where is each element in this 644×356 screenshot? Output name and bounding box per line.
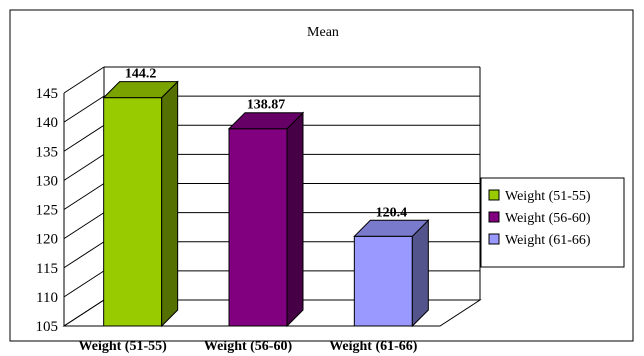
chart-title: Mean xyxy=(307,25,339,40)
bar-1 xyxy=(102,80,179,328)
bar-top xyxy=(102,81,179,99)
bar-side xyxy=(161,80,179,328)
data-label: 144.2 xyxy=(125,67,157,82)
bar-2 xyxy=(227,111,305,328)
y-tick-label: 145 xyxy=(36,86,59,102)
x-category-label: Weight (61-66) xyxy=(329,339,418,354)
gridline-side xyxy=(63,124,105,152)
data-label: 138.87 xyxy=(247,98,286,113)
legend-swatch xyxy=(488,211,500,223)
y-tick-label: 110 xyxy=(36,290,58,306)
legend-label: Weight (61-66) xyxy=(505,233,591,248)
legend-label: Weight (51-55) xyxy=(505,189,591,204)
bar-top xyxy=(353,219,430,237)
gridline-side xyxy=(63,183,105,210)
data-label: 120.4 xyxy=(376,205,408,220)
gridline-side xyxy=(63,212,105,240)
legend-box xyxy=(480,177,625,268)
floor xyxy=(62,299,482,327)
gridline-side xyxy=(63,95,105,123)
y-tick-label: 115 xyxy=(36,261,58,277)
bar-side xyxy=(411,219,429,328)
y-tick-label: 105 xyxy=(36,319,59,335)
y-tick-label: 120 xyxy=(36,232,59,248)
y-tick-label: 140 xyxy=(36,115,59,131)
bar-front xyxy=(353,235,413,327)
legend: Weight (51-55) Weight (56-60) Weight (61-6… xyxy=(480,177,625,268)
legend-swatch xyxy=(488,189,500,201)
bar-side xyxy=(286,111,304,328)
x-category-label: Weight (56-60) xyxy=(204,339,293,354)
legend-label: Weight (56-60) xyxy=(505,211,591,226)
gridline-side xyxy=(63,270,105,298)
y-tick-label: 130 xyxy=(36,173,59,189)
bar-top xyxy=(227,112,305,130)
y-tick-label: 135 xyxy=(36,144,59,160)
plot-area: 105 110 115 120 125 130 135 140 145 144.2 Weight (… xyxy=(36,66,482,354)
y-tick-label: 125 xyxy=(36,203,59,219)
bar-front xyxy=(228,128,288,327)
gridline-side xyxy=(63,153,105,181)
bar-front xyxy=(103,97,163,327)
gridline-side xyxy=(63,241,105,269)
bar-3 xyxy=(353,219,430,328)
gridline-side xyxy=(63,66,105,94)
x-category-label: Weight (51-55) xyxy=(79,339,168,354)
legend-swatch xyxy=(488,233,500,245)
